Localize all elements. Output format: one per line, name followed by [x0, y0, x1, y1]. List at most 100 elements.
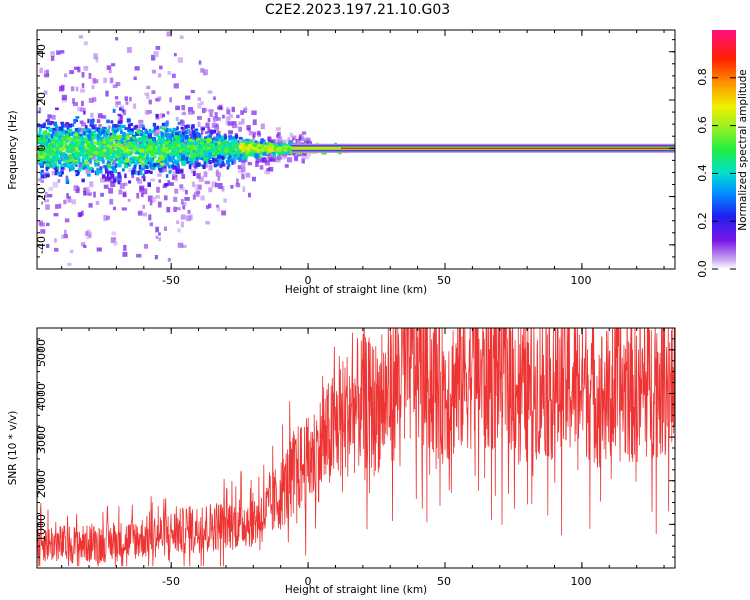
spectrogram-cell	[212, 119, 216, 125]
spectrogram-cell	[60, 147, 65, 151]
spectrogram-cell	[185, 140, 190, 146]
spectrogram-cell	[80, 242, 86, 247]
spectrogram-cell	[157, 136, 161, 140]
spectrogram-cell	[129, 144, 135, 148]
spectrogram-cell	[247, 149, 252, 155]
spectrogram-cell	[123, 164, 128, 169]
spectrogram-cell	[195, 137, 201, 142]
spectrogram-cell	[39, 171, 43, 175]
top-xtick-label: 100	[571, 274, 592, 287]
spectrogram-cell	[115, 164, 118, 168]
spectrogram-cell	[133, 164, 137, 170]
spectrogram-cell	[120, 138, 123, 143]
spectrogram-cell	[118, 158, 124, 164]
spectrogram-cell	[63, 234, 68, 239]
spectrogram-cell	[53, 138, 60, 142]
spectrogram-cell	[120, 130, 124, 135]
spectrogram-cell	[133, 103, 137, 109]
spectrogram-cell	[88, 73, 92, 79]
spectrogram-cell	[182, 128, 186, 134]
spectrogram-cell	[103, 133, 107, 137]
spectrogram-cell	[167, 71, 172, 75]
spectrogram-cell	[115, 37, 119, 41]
spectrogram-cell	[276, 155, 283, 160]
spectrogram-cell	[219, 151, 223, 157]
spectrogram-cell	[173, 196, 178, 203]
spectrogram-cell	[180, 142, 188, 148]
spectrogram-cell	[144, 110, 149, 115]
spectrogram-cell	[118, 117, 122, 122]
spectrogram-cell	[43, 90, 48, 95]
spectrogram-cell	[100, 178, 105, 183]
spectrogram-cell	[122, 193, 127, 197]
spectrogram-cell	[107, 137, 110, 141]
spectrogram-cell	[74, 131, 77, 135]
spectrogram-cell	[215, 157, 218, 161]
spectrogram-cell	[207, 136, 210, 139]
spectrogram-cell	[143, 148, 146, 153]
spectrogram-cell	[94, 133, 97, 136]
spectrogram-cell	[211, 158, 216, 164]
spectrogram-cell	[69, 249, 74, 254]
spectrogram-cell	[184, 152, 188, 156]
spectrogram-cell	[80, 140, 85, 146]
spectrogram-cell	[107, 125, 111, 129]
spectrogram-cell	[50, 121, 55, 125]
spectrogram-cell	[160, 160, 164, 164]
spectrogram-cell	[92, 77, 97, 84]
spectrogram-cell	[47, 138, 51, 143]
spectrogram-cell	[67, 262, 72, 266]
spectrogram-cell	[79, 153, 85, 157]
spectrogram-cell	[113, 168, 116, 173]
spectrogram-cell	[103, 149, 107, 153]
spectrogram-cell	[155, 226, 160, 233]
spectrogram-cell	[46, 222, 50, 227]
spectrogram-cell	[186, 152, 190, 156]
spectrogram-cell	[207, 127, 211, 133]
spectrogram-cell	[275, 127, 281, 131]
spectrogram-cell	[273, 152, 276, 158]
spectrogram-cell	[43, 145, 46, 149]
spectrogram-cell	[252, 143, 258, 147]
spectrogram-cell	[214, 182, 218, 188]
spectrogram-cell	[236, 152, 240, 158]
spectrogram-cell	[282, 142, 287, 148]
spectrogram-cell	[151, 54, 156, 61]
spectrogram-cell	[109, 198, 114, 205]
spectrogram-cell	[151, 90, 156, 95]
spectrogram-cell	[176, 153, 180, 158]
spectrogram-cell	[199, 134, 203, 140]
spectrogram-cell	[167, 257, 172, 262]
spectrogram-cell	[77, 132, 80, 136]
top-xtick-label: 50	[437, 274, 451, 287]
spectrogram-cell	[55, 147, 58, 151]
spectrogram-cell	[42, 139, 46, 144]
spectrogram-cell	[277, 143, 283, 147]
spectrogram-cell	[66, 139, 70, 143]
spectrogram-cell	[52, 158, 57, 162]
spectrogram-cell	[167, 128, 172, 132]
spectrogram-cell	[39, 67, 43, 74]
spectrogram-cell	[144, 170, 148, 175]
spectrogram-cell	[84, 145, 89, 151]
spectrogram-cell	[197, 102, 202, 109]
spectrogram-cell	[221, 186, 225, 192]
spectrogram-cell	[66, 136, 73, 142]
spectrogram-cell	[254, 153, 259, 159]
spectrogram-cell	[182, 202, 187, 207]
spectrogram-cell	[209, 140, 213, 144]
spectrogram-cell	[54, 247, 59, 252]
spectrogram-cell	[52, 181, 58, 188]
spectrogram-cell	[110, 237, 116, 244]
spectrogram-cell	[88, 159, 91, 163]
spectrogram-cell	[216, 204, 220, 208]
spectrogram-cell	[64, 142, 68, 146]
spectrogram-cell	[161, 122, 165, 126]
spectrogram-cell	[85, 133, 89, 138]
spectrogram-cell	[57, 140, 60, 144]
spectrogram-cell	[254, 140, 258, 143]
spectrogram-cell	[106, 147, 110, 152]
spectrogram-cell	[301, 154, 308, 160]
spectrogram-cell	[61, 234, 65, 239]
spectrogram-cell	[115, 139, 119, 144]
